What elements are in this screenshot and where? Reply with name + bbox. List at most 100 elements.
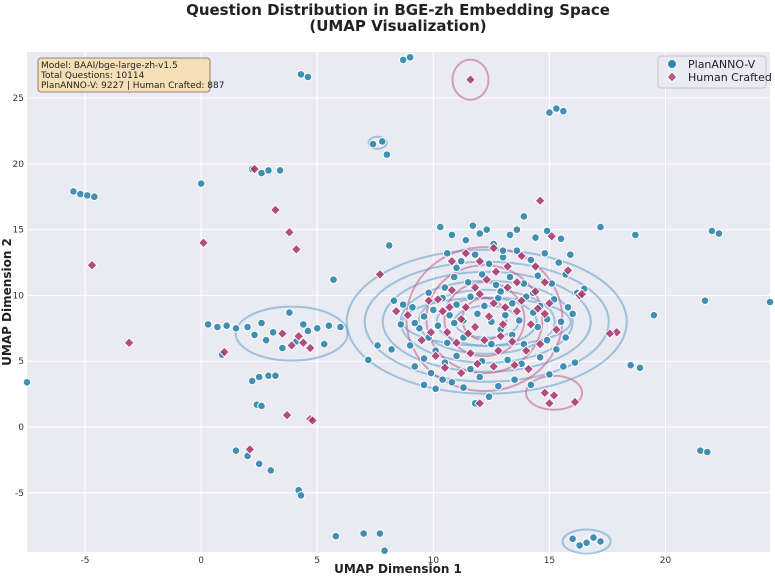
plananno-point — [440, 283, 450, 292]
plot-area — [27, 52, 770, 552]
human-crafted-point — [451, 337, 462, 349]
human-crafted-point — [402, 309, 414, 321]
plananno-point — [456, 256, 466, 266]
plananno-point — [296, 70, 306, 79]
human-crafted-point — [534, 195, 546, 207]
plananno-point — [303, 326, 313, 336]
human-crafted-point — [432, 293, 444, 305]
plananno-point — [480, 301, 489, 311]
human-crafted-point — [286, 339, 298, 351]
plananno-point — [405, 52, 415, 62]
human-crafted-point — [390, 305, 402, 317]
human-crafted-point — [472, 358, 483, 370]
human-density-contour — [451, 58, 490, 101]
plananno-density-contour — [367, 135, 388, 150]
plananno-point — [319, 339, 329, 349]
plananno-point — [526, 255, 536, 265]
info-counts: PlanANNO-V: 9227 | Human Crafted: 887 — [41, 81, 224, 91]
human-crafted-point — [416, 334, 428, 346]
plananno-point — [264, 371, 273, 380]
plananno-point — [257, 168, 266, 178]
plananno-point — [268, 327, 278, 337]
human-crafted-point — [244, 443, 256, 455]
chart-subtitle: (UMAP Visualization) — [309, 17, 486, 35]
y-tick-label: 0 — [18, 423, 24, 433]
human-crafted-point — [455, 313, 467, 325]
human-crafted-point — [297, 337, 309, 349]
plananno-point — [442, 249, 452, 258]
human-crafted-point — [437, 305, 449, 317]
plananno-point — [431, 384, 440, 394]
plananno-point — [377, 137, 387, 146]
x-tick-label: 5 — [314, 556, 320, 566]
plananno-point — [384, 241, 394, 250]
plananno-point — [222, 321, 231, 330]
plananno-point — [507, 299, 517, 308]
plananno-point — [494, 381, 503, 391]
plananno-point — [447, 377, 457, 387]
info-total: Total Questions: 10114 — [40, 71, 145, 81]
plananno-point — [510, 375, 519, 384]
human-crafted-point — [520, 345, 532, 357]
human-crafted-point — [441, 326, 453, 338]
plananno-point — [475, 229, 485, 238]
plananno-point — [596, 222, 605, 232]
human-crafted-point — [483, 311, 495, 322]
plananno-point — [568, 534, 577, 544]
plananno-point — [552, 104, 561, 113]
plananno-point — [419, 354, 429, 363]
plananno-point — [76, 189, 85, 199]
plananno-point — [398, 300, 408, 309]
plananno-point — [535, 352, 545, 362]
info-model: Model: BAAI/bge-large-zh-v1.5 — [41, 61, 178, 71]
plananno-point — [257, 401, 266, 411]
plananno-point — [484, 259, 494, 269]
plananno-point — [449, 318, 459, 328]
human-crafted-point — [516, 250, 527, 262]
human-crafted-point — [430, 350, 442, 362]
plananno-point — [589, 533, 598, 542]
plananno-point — [83, 191, 92, 200]
plananno-point — [243, 322, 252, 332]
x-tick-label: -5 — [81, 556, 90, 566]
plananno-point — [556, 234, 566, 244]
plananno-point — [649, 310, 659, 320]
plananno-point — [278, 343, 287, 353]
human-crafted-point — [539, 387, 551, 399]
plananno-point — [426, 368, 436, 378]
plananno-point — [231, 446, 241, 455]
plananno-point — [463, 277, 473, 287]
x-tick-label: 20 — [660, 556, 672, 566]
plananno-point — [387, 345, 396, 354]
plananno-point — [487, 339, 496, 349]
plananno-point — [559, 362, 568, 371]
human-crafted-point — [218, 346, 230, 358]
human-crafted-point — [446, 284, 458, 296]
human-crafted-point — [290, 243, 302, 255]
human-crafted-point — [511, 305, 523, 317]
plananno-point — [429, 305, 438, 315]
plananno-point — [271, 371, 280, 380]
y-tick-label: -5 — [15, 489, 24, 499]
human-crafted-point — [534, 338, 546, 350]
human-crafted-point — [576, 288, 588, 300]
plananno-point — [296, 491, 306, 500]
plananno-point — [275, 166, 285, 175]
human-crafted-point — [523, 363, 534, 375]
plananno-point — [540, 249, 550, 258]
human-crafted-point — [276, 328, 288, 340]
plananno-point — [468, 221, 478, 230]
plananno-point — [542, 335, 552, 345]
plananno-point — [596, 537, 605, 546]
plananno-point — [533, 322, 543, 332]
human-crafted-point — [123, 337, 135, 349]
human-crafted-point — [423, 295, 435, 307]
human-crafted-point — [270, 204, 281, 216]
plananno-point — [254, 459, 264, 469]
legend-marker-plananno — [667, 59, 677, 69]
human-crafted-point — [460, 247, 472, 259]
human-crafted-point — [516, 295, 527, 307]
human-crafted-point — [374, 268, 386, 280]
plananno-density-contour — [561, 528, 612, 555]
plananno-point — [568, 309, 577, 319]
